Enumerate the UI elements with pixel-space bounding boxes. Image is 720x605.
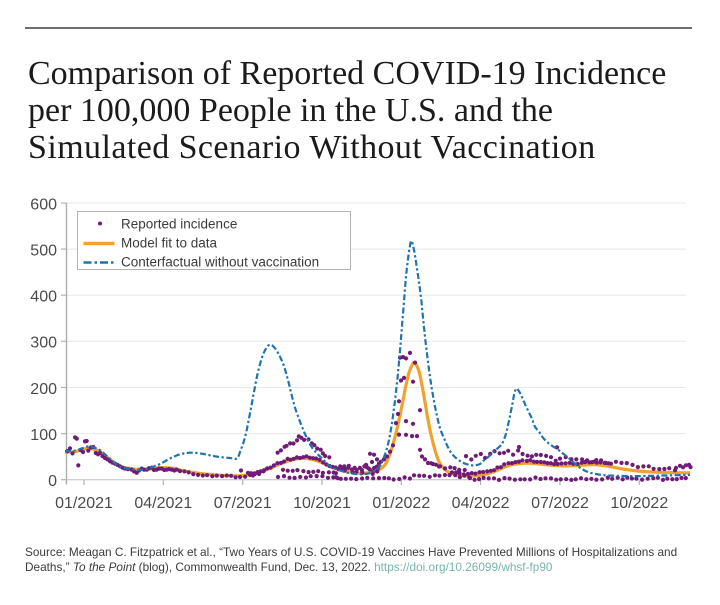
svg-text:400: 400 bbox=[30, 289, 57, 306]
svg-text:04/2022: 04/2022 bbox=[452, 495, 510, 512]
svg-text:0: 0 bbox=[48, 473, 57, 490]
svg-text:10/2022: 10/2022 bbox=[610, 495, 668, 512]
svg-text:04/2021: 04/2021 bbox=[134, 495, 192, 512]
svg-text:300: 300 bbox=[30, 335, 57, 352]
svg-text:10/2021: 10/2021 bbox=[293, 495, 351, 512]
svg-text:100: 100 bbox=[30, 427, 57, 444]
svg-text:01/2022: 01/2022 bbox=[372, 495, 430, 512]
svg-text:07/2022: 07/2022 bbox=[531, 495, 589, 512]
svg-text:600: 600 bbox=[30, 196, 57, 213]
svg-text:500: 500 bbox=[30, 243, 57, 260]
svg-text:07/2021: 07/2021 bbox=[214, 495, 272, 512]
svg-text:200: 200 bbox=[30, 381, 57, 398]
svg-text:01/2021: 01/2021 bbox=[55, 495, 113, 512]
